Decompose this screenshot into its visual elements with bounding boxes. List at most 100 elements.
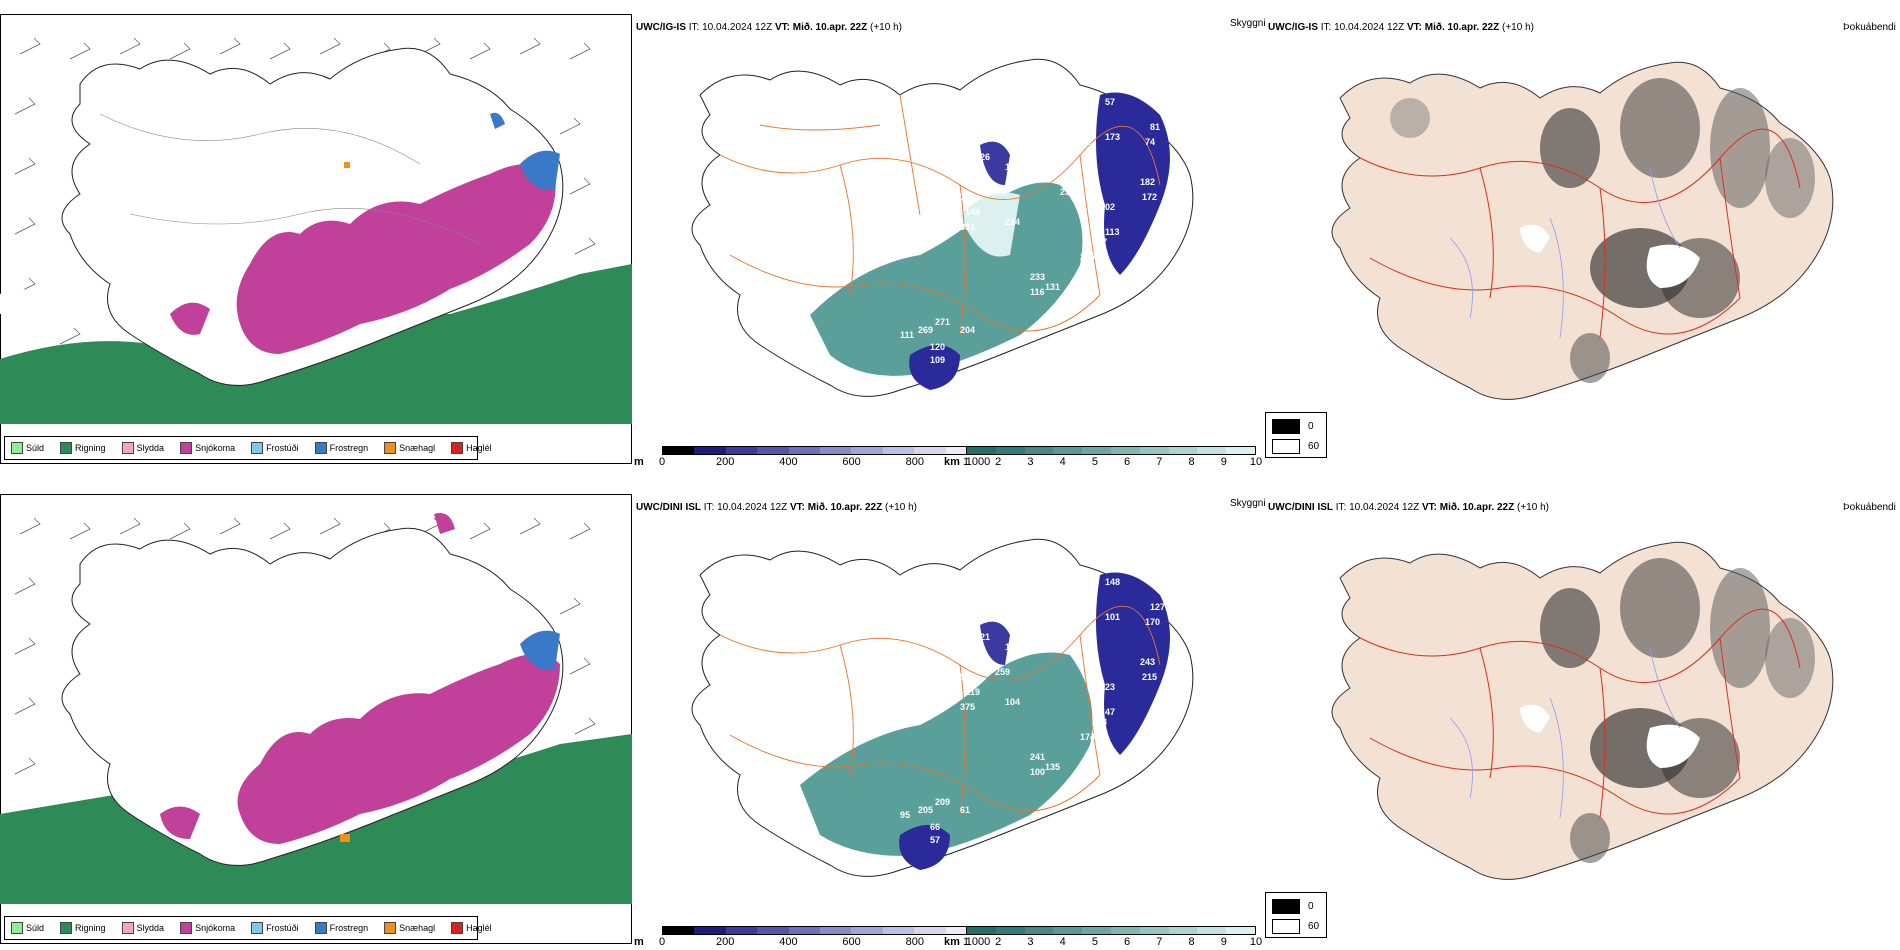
cloud-height-label: 172 [1142, 192, 1157, 202]
colorbar-swatch [1139, 447, 1169, 454]
colorbar-tick: 9 [1220, 936, 1227, 948]
colorbar-tick: 0 [658, 936, 666, 948]
cloud-height-label: 54 [1080, 617, 1090, 627]
cloud-height-label: 215 [1142, 672, 1157, 682]
snow-area [237, 654, 560, 844]
cloud-height-label: 121 [975, 632, 990, 642]
colorbar-swatch [1197, 927, 1227, 934]
low-cloud-area [1096, 572, 1170, 755]
colorbar-tick: 3 [1027, 456, 1034, 468]
legend-item: Frostúði [251, 442, 299, 454]
cloud-height-label: 111 [900, 330, 914, 340]
cloud-base-colorbar: 0 200 400 600 800 1000 [659, 446, 990, 468]
cloud-base-unit: m [634, 936, 644, 948]
cloud-base-swatches [662, 446, 978, 455]
colorbar-tick: 400 [779, 456, 798, 468]
cloud-height-label: 57 [930, 835, 940, 845]
cloud-height-label: 102 [1100, 202, 1115, 212]
cloud-height-label: 100 [1030, 767, 1045, 777]
colorbar-swatch [1168, 927, 1198, 934]
colorbar-tick: 1 [962, 456, 970, 468]
precip-type-map [0, 14, 632, 464]
colorbar-tick: 2 [995, 456, 1002, 468]
colorbar-tick: 1000 [965, 936, 991, 948]
cloud-height-label: 539 [960, 672, 975, 682]
colorbar-tick: 800 [905, 936, 924, 948]
cloud-height-label: 173 [1105, 132, 1120, 142]
colorbar-tick: 5 [1091, 936, 1098, 948]
cloud-height-label: 273 [1092, 717, 1107, 727]
cloud-height-label: 269 [918, 325, 933, 335]
colorbar-swatch [1053, 927, 1083, 934]
legend-item: Súld [11, 442, 44, 454]
colorbar-swatch [914, 447, 946, 454]
visibility-unit: km [944, 456, 960, 468]
cloud-height-label: 117 [1005, 162, 1020, 172]
colorbar-swatch [663, 447, 695, 454]
visibility-area [800, 652, 1093, 856]
panel-header: UWC/IG-IS IT: 10.04.2024 12Z VT: Mið. 10… [636, 22, 902, 33]
colorbar-tick: 800 [905, 456, 924, 468]
row-dini-isl: UWC/DINI ISL IT: 10.04.2024 12Z VT: Mið.… [0, 480, 1900, 950]
colorbar-swatch [967, 927, 996, 934]
colorbar-swatch [882, 447, 915, 454]
panel-header: UWC/IG-IS IT: 10.04.2024 12Z VT: Mið. 10… [1268, 22, 1534, 33]
cloud-height-label: 234 [1005, 217, 1020, 227]
panel-title-cloud: Skyggni [1230, 498, 1266, 509]
cloud-height-label: 127 [1150, 602, 1165, 612]
colorbar-swatch [914, 927, 946, 934]
cloud-height-label: 251 [1060, 187, 1075, 197]
cloud-height-label: 207 [1092, 237, 1107, 247]
colorbar-swatch [694, 447, 726, 454]
colorbar-swatch [851, 447, 883, 454]
cloud-height-label: 174 [1080, 732, 1095, 742]
colorbar-swatch [820, 927, 852, 934]
colorbar-swatch [1197, 447, 1227, 454]
colorbar-tick: 2 [995, 936, 1002, 948]
legend-item: Haglél [451, 442, 492, 454]
rivers [1449, 167, 1681, 339]
cloud-height-label: 91 [1080, 92, 1090, 102]
colorbar-swatch [967, 447, 996, 454]
cloud-height-label: 205 [1080, 252, 1095, 262]
cloud-height-label: 132 [960, 192, 975, 202]
cloud-base-colorbar: 0 200 400 600 800 1000 [658, 926, 990, 948]
colorbar-tick: 600 [842, 456, 861, 468]
visibility-colorbar: 1 2 3 4 5 6 7 8 9 10 [963, 926, 1262, 948]
cloud-height-label: 259 [995, 667, 1010, 677]
colorbar-swatch [725, 447, 758, 454]
roads [719, 94, 1161, 336]
colorbar-swatch [1024, 447, 1054, 454]
cloud-visibility-map: 375 219 539 104 141 148 138 124 121 103 54 101 123 47… [691, 538, 1194, 877]
colorbar-swatch [1110, 927, 1140, 934]
cloud-height-label: 104 [1005, 697, 1020, 707]
cloud-height-label: 113 [1105, 227, 1120, 237]
colorbar-swatch [1024, 927, 1054, 934]
colorbar-swatch [851, 927, 883, 934]
precip-type-map [0, 494, 632, 944]
cloud-height-label: 66 [930, 822, 940, 832]
cloud-height-label: 209 [935, 797, 950, 807]
colorbar-swatch [1053, 447, 1083, 454]
cloud-height-label: 243 [1140, 657, 1155, 667]
visibility-swatches [966, 446, 1256, 455]
cloud-height-label: 123 [1100, 682, 1115, 692]
cloud-height-label: 170 [1145, 617, 1160, 627]
fog-map [1331, 61, 1834, 400]
cloud-height-label: 205 [918, 805, 933, 815]
colorbar-swatch [788, 927, 821, 934]
colorbar-tick: 7 [1156, 936, 1163, 948]
colorbar-tick: 1000 [965, 456, 991, 468]
colorbar-swatch [663, 927, 695, 934]
cloud-height-label: 195 [1090, 72, 1105, 82]
cloud-height-label: 47 [1105, 707, 1115, 717]
row-ig-is: UWC/IG-IS IT: 10.04.2024 12Z VT: Mið. 10… [0, 0, 1900, 470]
label-layer-row2: 375 219 539 104 141 148 138 124 121 103 54 101 123 47… [900, 552, 1165, 845]
cloud-height-label: 141 [1080, 587, 1095, 597]
cloud-height-label: 375 [960, 702, 975, 712]
colorbar-swatch [1139, 927, 1169, 934]
panel-title-fog: Þokuábendi [1843, 502, 1896, 513]
cloud-height-label: 219 [965, 687, 980, 697]
colorbar-tick: 6 [1124, 456, 1131, 468]
cloud-base-unit: m [634, 456, 644, 468]
